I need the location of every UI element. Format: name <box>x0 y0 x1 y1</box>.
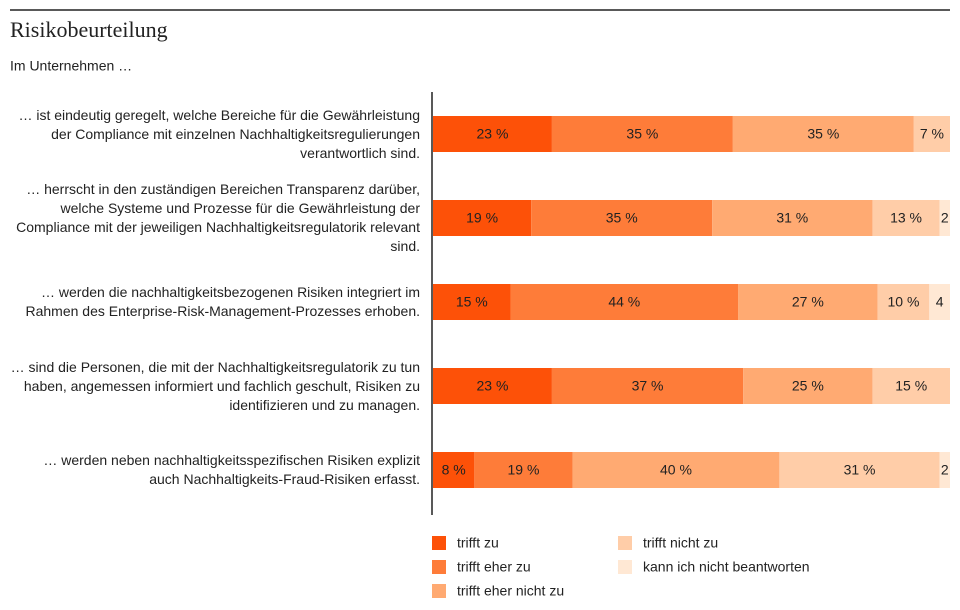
bar-segment <box>877 284 930 320</box>
value-label: 23 % <box>476 378 508 394</box>
category-label: … ist eindeutig geregelt, welche Bereich… <box>18 106 420 161</box>
value-label: 23 % <box>476 126 508 142</box>
value-label: 44 % <box>608 294 640 310</box>
legend-swatch <box>618 536 632 550</box>
bar-segment <box>433 452 475 488</box>
bar-segment <box>474 452 573 488</box>
value-label: 19 % <box>508 462 540 478</box>
category-label: … werden neben nachhaltigkeitsspezifisch… <box>43 452 420 487</box>
value-label: 10 % <box>888 294 920 310</box>
legend-swatch <box>618 560 632 574</box>
value-label: 4 <box>936 294 944 310</box>
value-label: 40 % <box>660 462 692 478</box>
legend-label: trifft eher zu <box>457 559 531 575</box>
value-label: 19 % <box>466 210 498 226</box>
bar-segment <box>551 368 744 404</box>
chart-subtitle: Im Unternehmen … <box>10 58 132 74</box>
value-label: 25 % <box>792 378 824 394</box>
legend-label: kann ich nicht beantworten <box>643 559 810 575</box>
legend-label: trifft zu <box>457 535 499 551</box>
bar-segment <box>712 200 873 236</box>
bar-segment <box>433 116 552 152</box>
bar-segment <box>572 452 780 488</box>
bar-segment <box>872 200 940 236</box>
value-label: 15 % <box>895 378 927 394</box>
bar-segment <box>433 368 552 404</box>
legend-swatch <box>432 560 446 574</box>
bar-segment <box>929 284 950 320</box>
bar-segment <box>939 452 950 488</box>
bar-segment <box>738 284 878 320</box>
bar-segment <box>510 284 739 320</box>
legend-swatch <box>432 536 446 550</box>
value-label: 37 % <box>632 378 664 394</box>
bar-segment <box>433 200 532 236</box>
bar-segment <box>732 116 914 152</box>
bar-segment <box>551 116 733 152</box>
value-label: 35 % <box>626 126 658 142</box>
value-label: 8 % <box>442 462 466 478</box>
value-label: 2 <box>941 462 949 478</box>
value-label: 31 % <box>844 462 876 478</box>
bar-segment <box>433 284 511 320</box>
category-label: … sind die Personen, die mit der Nachhal… <box>10 358 420 413</box>
value-label: 2 <box>941 210 949 226</box>
chart-title: Risikobeurteilung <box>10 17 168 42</box>
bar-segment <box>779 452 940 488</box>
value-label: 27 % <box>792 294 824 310</box>
bar-segment <box>743 368 873 404</box>
bar-segment <box>872 368 950 404</box>
value-label: 35 % <box>606 210 638 226</box>
bar-segment <box>531 200 713 236</box>
bar-segment <box>939 200 950 236</box>
category-label: … herrscht in den zuständigen Bereichen … <box>16 181 420 254</box>
legend-swatch <box>432 584 446 598</box>
legend-label: trifft eher nicht zu <box>457 583 564 599</box>
value-label: 15 % <box>456 294 488 310</box>
legend-label: trifft nicht zu <box>643 535 718 551</box>
value-label: 31 % <box>776 210 808 226</box>
value-label: 35 % <box>807 126 839 142</box>
value-label: 7 % <box>920 126 944 142</box>
category-label: … werden die nachhaltigkeitsbezogenen Ri… <box>25 284 420 319</box>
bar-segment <box>913 116 950 152</box>
value-label: 13 % <box>890 210 922 226</box>
